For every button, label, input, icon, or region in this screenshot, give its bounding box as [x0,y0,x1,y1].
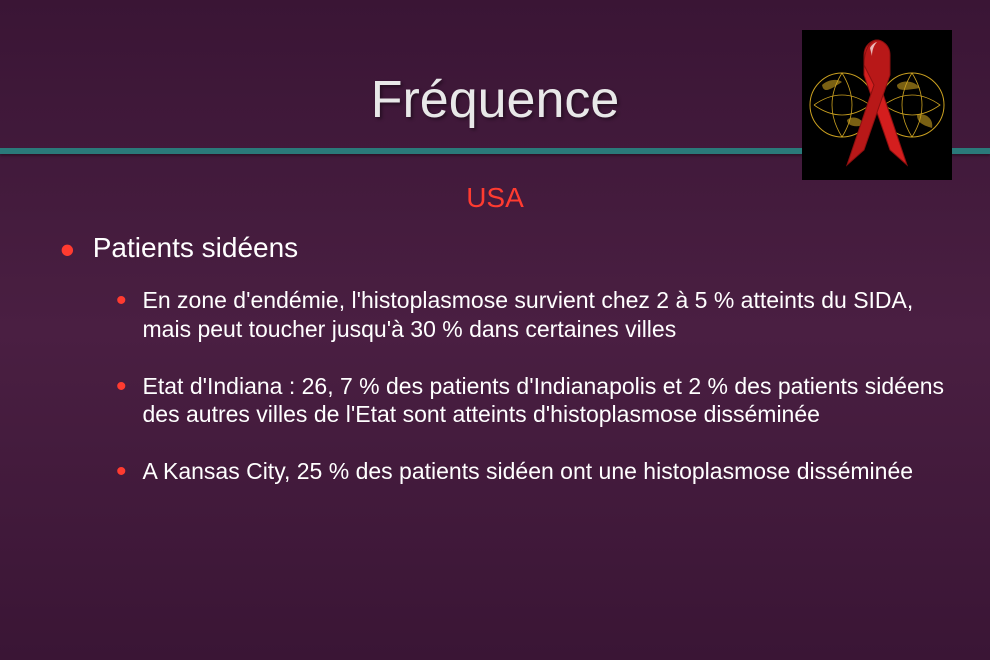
bullet-icon: • [116,378,127,396]
bullet-icon: • [116,463,127,481]
list-item: • Etat d'Indiana : 26, 7 % des patients … [116,372,950,430]
bullet-text: Etat d'Indiana : 26, 7 % des patients d'… [143,372,950,430]
bullet-text: A Kansas City, 25 % des patients sidéen … [143,457,914,486]
ribbon-globe-logo [802,30,952,180]
bullet-text: En zone d'endémie, l'histoplasmose survi… [143,286,950,344]
list-item: • A Kansas City, 25 % des patients sidée… [116,457,950,486]
sub-list: • En zone d'endémie, l'histoplasmose sur… [116,286,950,486]
list-item: • Patients sidéens [60,232,950,264]
list-item: • En zone d'endémie, l'histoplasmose sur… [116,286,950,344]
heading-text: Patients sidéens [93,232,298,264]
bullet-icon: • [116,292,127,310]
slide-subtitle: USA [0,182,990,214]
bullet-icon: • [60,238,75,262]
slide-content: • Patients sidéens • En zone d'endémie, … [0,232,990,486]
